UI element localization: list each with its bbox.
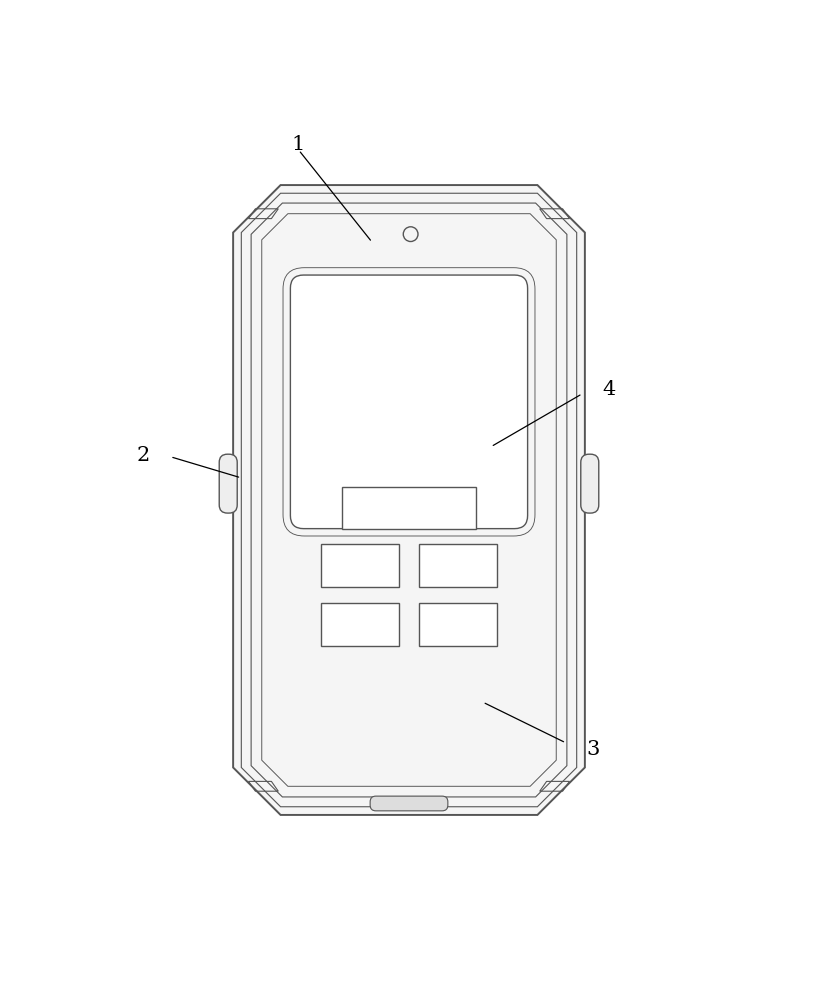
FancyBboxPatch shape xyxy=(581,454,599,513)
Bar xyxy=(342,487,476,529)
Text: 1: 1 xyxy=(292,135,305,154)
Bar xyxy=(420,603,497,646)
FancyBboxPatch shape xyxy=(219,454,237,513)
Bar xyxy=(321,603,399,646)
FancyBboxPatch shape xyxy=(371,796,448,811)
FancyBboxPatch shape xyxy=(290,275,528,529)
Text: 2: 2 xyxy=(137,446,150,465)
Bar xyxy=(321,544,399,587)
Text: 4: 4 xyxy=(603,380,616,399)
Polygon shape xyxy=(233,185,585,815)
Bar xyxy=(420,544,497,587)
Text: 3: 3 xyxy=(587,740,600,759)
